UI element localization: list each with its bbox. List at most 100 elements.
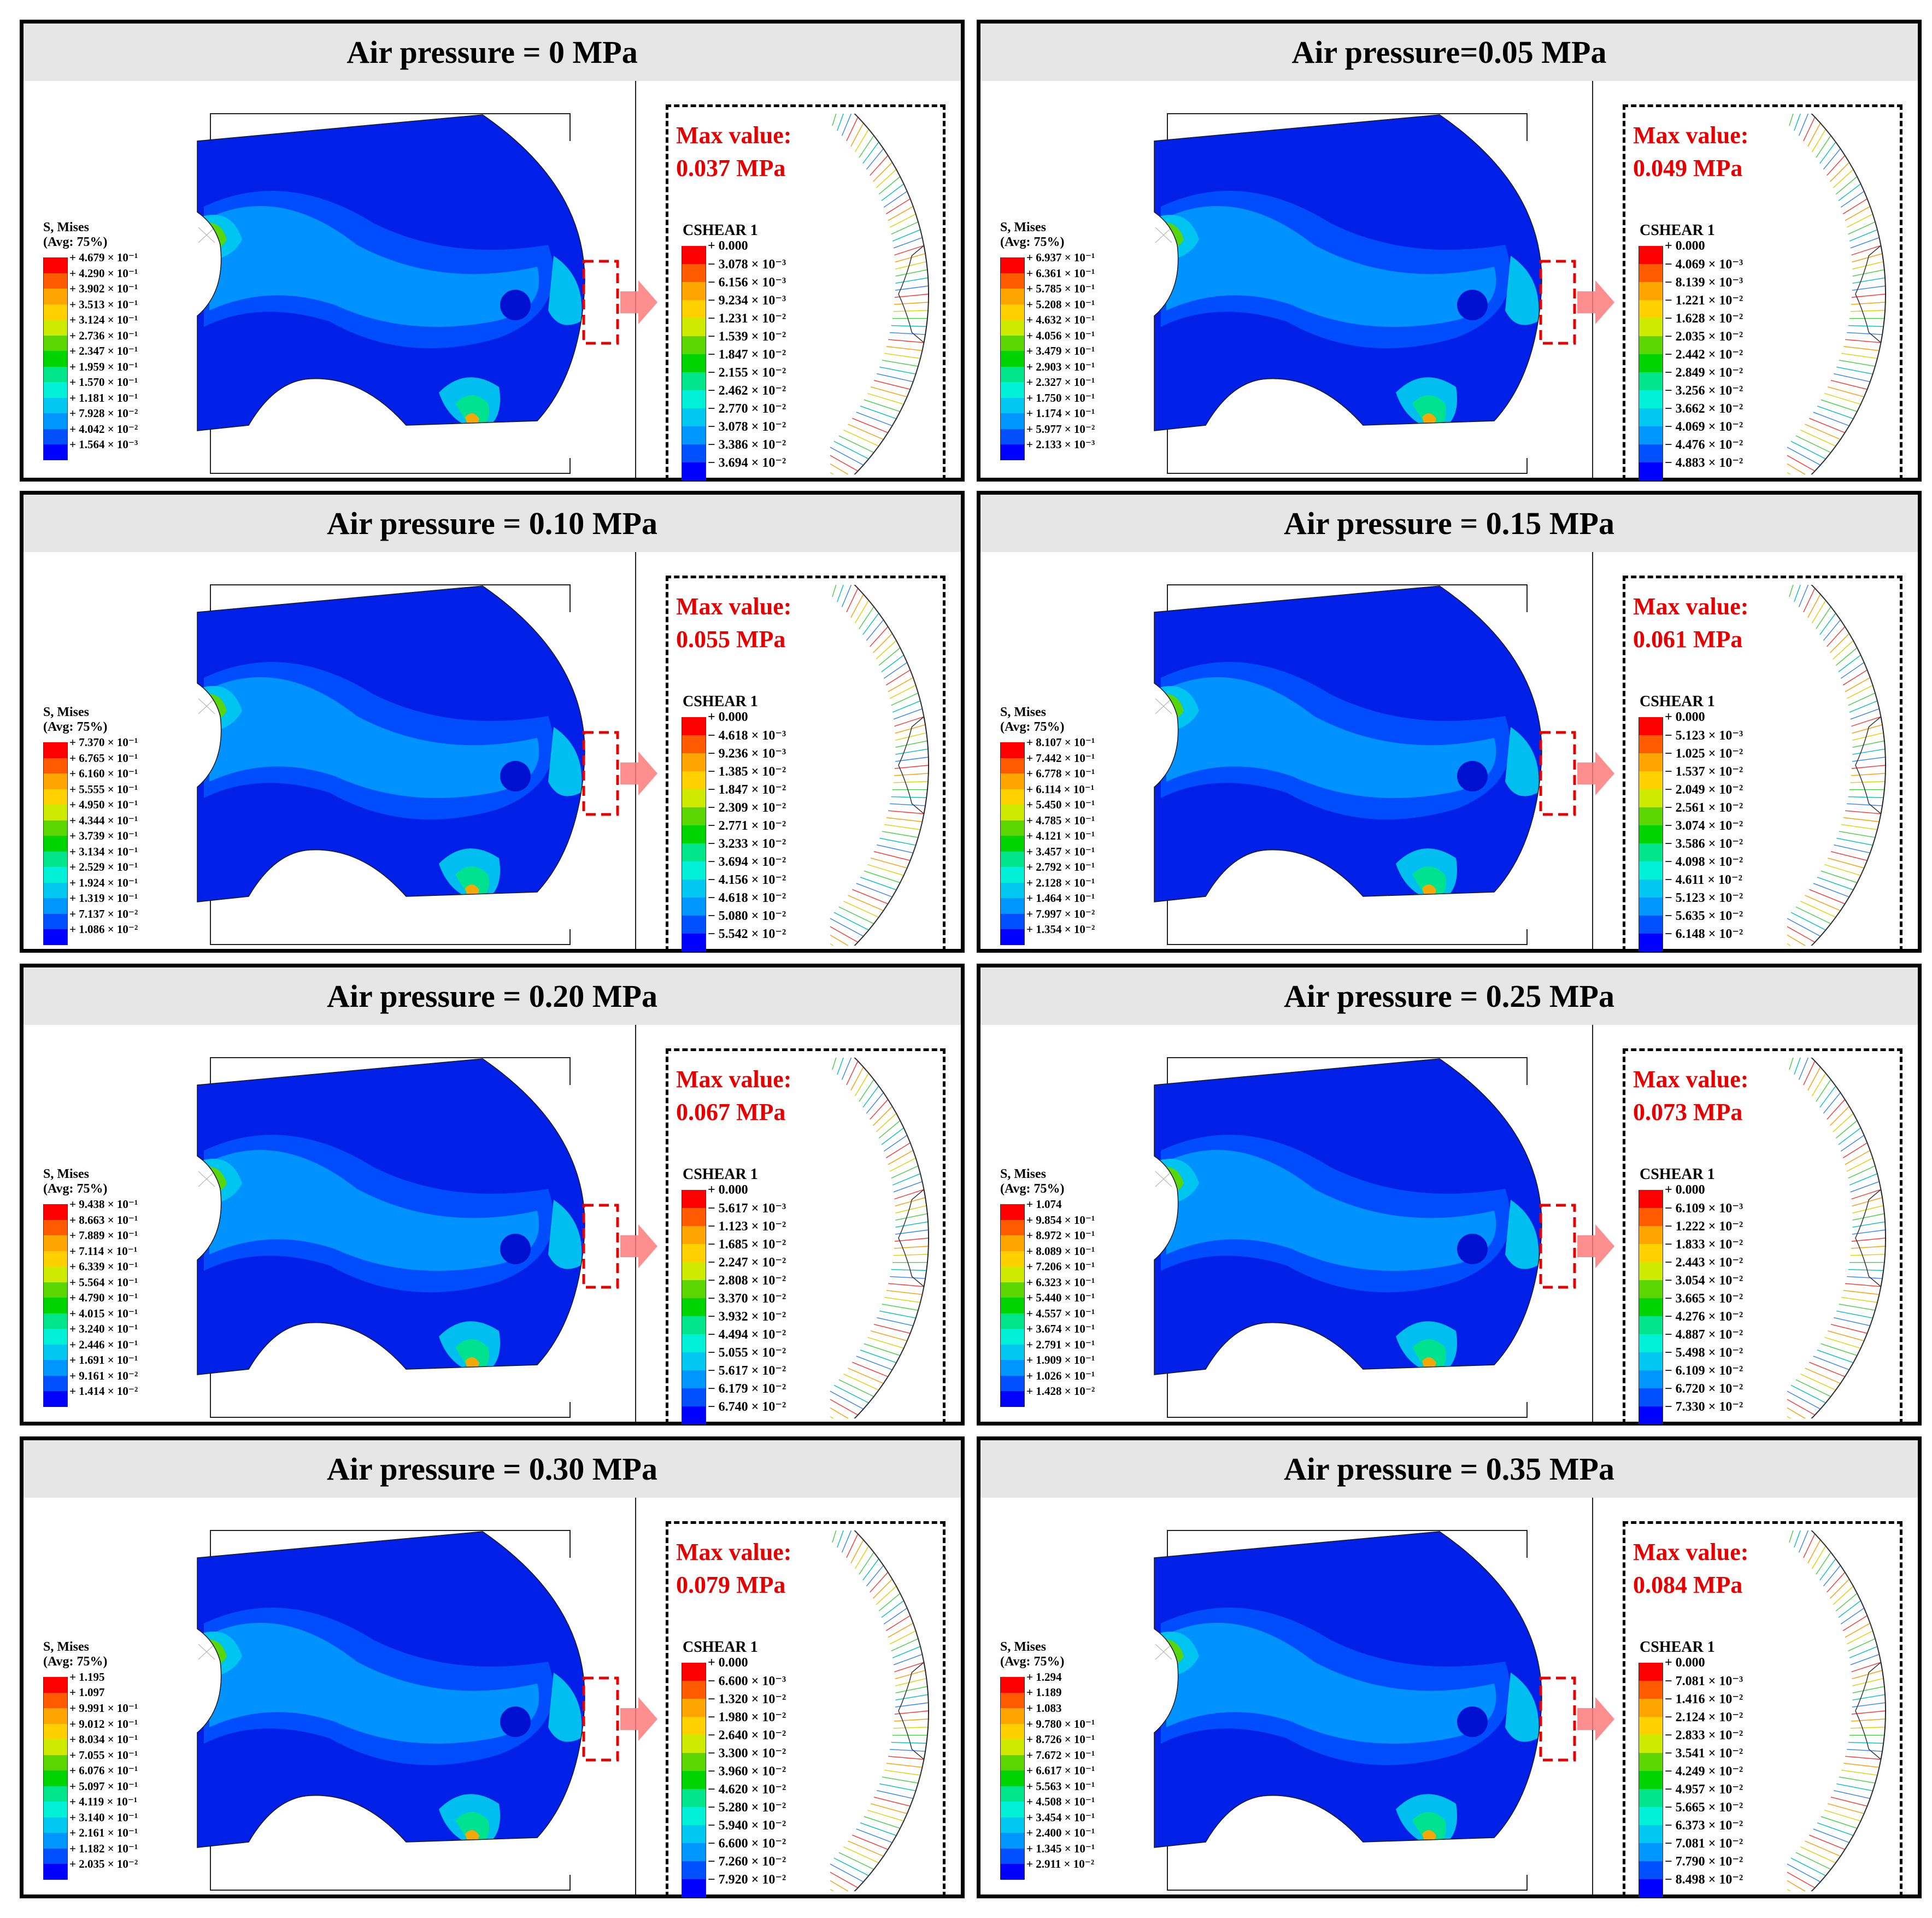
shear-vector [1823, 619, 1841, 641]
cshear-legend: CSHEAR 1 + 0.000 − 6.600 × 10⁻³ − 1.320 × 1… [682, 1639, 786, 1897]
cshear-value: − 5.617 × 10⁻³ [708, 1201, 786, 1216]
color-swatch [43, 867, 68, 883]
legend-row: + 4.508 × 10⁻¹ [1000, 1795, 1095, 1817]
cshear-value: − 1.685 × 10⁻² [708, 1237, 786, 1252]
cshear-detail-box: Max value: 0.049 MPa CSHEAR 1 + 0.000 − 4.06… [1623, 104, 1902, 480]
shear-vector [852, 1362, 888, 1377]
cshear-value: − 1.539 × 10⁻² [708, 330, 786, 344]
legend-row: + 1.414 × 10⁻² [43, 1385, 138, 1407]
shear-vector [895, 732, 927, 741]
color-swatch [1000, 1739, 1025, 1755]
shear-vector [893, 1727, 929, 1729]
legend-row: + 5.555 × 10⁻¹ [43, 783, 138, 805]
shear-vector [852, 889, 888, 905]
legend-row: + 2.903 × 10⁻¹ [1000, 360, 1095, 382]
shear-vector [1811, 600, 1827, 624]
shear-vector [1849, 229, 1878, 242]
legend-subtitle: (Avg: 75%) [43, 1655, 108, 1669]
shear-vector [882, 831, 919, 838]
cshear-row: − 1.537 × 10⁻² [1639, 765, 1743, 789]
color-swatch [1639, 444, 1663, 462]
shear-vector [866, 1092, 884, 1114]
shear-vector [873, 162, 893, 182]
shear-vector [1833, 1586, 1854, 1605]
shear-vector [833, 1385, 869, 1404]
legend-subtitle: (Avg: 75%) [1000, 1655, 1065, 1669]
callout-arrow [620, 1697, 657, 1741]
cshear-value: − 3.300 × 10⁻² [708, 1746, 786, 1761]
panel-title: Air pressure = 0.20 MPa [24, 967, 961, 1025]
shear-vector [1843, 346, 1880, 351]
cshear-row: − 3.932 × 10⁻² [682, 1310, 786, 1334]
legend-value: + 3.134 × 10⁻¹ [69, 844, 138, 858]
color-swatch [682, 753, 706, 771]
color-swatch [682, 1789, 706, 1807]
cshear-value: − 6.109 × 10⁻² [1665, 1364, 1743, 1378]
color-swatch [1000, 1219, 1025, 1235]
color-swatch [1639, 1316, 1663, 1334]
cshear-value: − 4.618 × 10⁻³ [708, 729, 786, 743]
shear-vector [864, 1816, 901, 1829]
mises-legend: S, Mises (Avg: 75%) + 9.438 × 10⁻¹ + 8.663 … [43, 1167, 138, 1407]
cshear-value: − 2.770 × 10⁻² [708, 402, 786, 416]
cshear-vector-arc [830, 585, 930, 946]
shear-vector [1842, 198, 1868, 214]
shear-vector [1851, 245, 1881, 256]
shear-vector [895, 1213, 928, 1221]
shear-vector [1794, 1058, 1801, 1075]
shear-vector [1833, 169, 1854, 189]
max-value-text: 0.084 MPa [1633, 1571, 1743, 1598]
shear-vector [837, 1058, 844, 1075]
shear-vector [854, 1546, 870, 1569]
shear-vector [1851, 1662, 1881, 1673]
shear-vector [867, 1809, 904, 1822]
cshear-row: − 5.080 × 10⁻² [682, 909, 786, 934]
cshear-row: − 1.123 × 10⁻² [682, 1219, 786, 1244]
cshear-row: − 9.234 × 10⁻³ [682, 294, 786, 318]
color-swatch [1639, 462, 1663, 480]
shear-vector [850, 1539, 864, 1564]
legend-row: + 9.438 × 10⁻¹ [43, 1198, 138, 1220]
color-swatch [682, 426, 706, 444]
cshear-row: − 4.887 × 10⁻² [1639, 1328, 1743, 1352]
cshear-legend: CSHEAR 1 + 0.000 − 3.078 × 10⁻³ − 6.156 × 1… [682, 222, 786, 480]
shear-vector [1840, 1135, 1865, 1152]
shear-vector [837, 114, 844, 131]
legend-value: + 9.780 × 10⁻¹ [1026, 1717, 1095, 1731]
legend-value: + 3.479 × 10⁻¹ [1026, 344, 1095, 358]
shear-vector [1843, 1763, 1880, 1768]
cshear-row: − 2.442 × 10⁻² [1639, 348, 1743, 372]
pressure-panel: Air pressure=0.05 MPa S, Mises (Avg: 75%) +… [977, 20, 1922, 482]
shear-vector [843, 1374, 879, 1391]
legend-row: + 9.854 × 10⁻¹ [1000, 1213, 1095, 1235]
cshear-title: CSHEAR 1 [1640, 693, 1715, 710]
legend-value: + 7.672 × 10⁻¹ [1026, 1748, 1095, 1762]
color-swatch [43, 1313, 68, 1329]
legend-subtitle: (Avg: 75%) [1000, 1182, 1065, 1196]
shear-vector [1845, 810, 1881, 814]
shear-vector [852, 418, 888, 433]
shear-vector [1846, 1630, 1873, 1645]
cshear-value: − 4.156 × 10⁻² [708, 873, 786, 887]
shear-vector [888, 1756, 924, 1760]
legend-row: + 2.446 × 10⁻¹ [43, 1338, 138, 1360]
color-swatch [682, 1190, 706, 1208]
shear-vector [1811, 1546, 1827, 1569]
color-swatch [1000, 1313, 1025, 1329]
color-swatch [682, 861, 706, 879]
color-swatch [682, 843, 706, 861]
shear-vector [856, 412, 892, 426]
shear-vector [890, 332, 926, 335]
shear-vector [1787, 1391, 1821, 1410]
legend-value: + 1.174 × 10⁻¹ [1026, 407, 1095, 420]
color-swatch [682, 1699, 706, 1717]
shear-vector [1841, 353, 1878, 359]
shear-vector [1842, 670, 1868, 685]
pressure-panel: Air pressure = 0.10 MPa S, Mises (Avg: 75%… [20, 491, 965, 953]
shear-vector [860, 1822, 897, 1836]
legend-row: + 2.133 × 10⁻³ [1000, 438, 1095, 460]
cshear-value: − 3.078 × 10⁻³ [708, 257, 786, 272]
shear-vector [1811, 1073, 1827, 1096]
shear-vector [850, 122, 864, 147]
color-swatch [1000, 1266, 1025, 1282]
